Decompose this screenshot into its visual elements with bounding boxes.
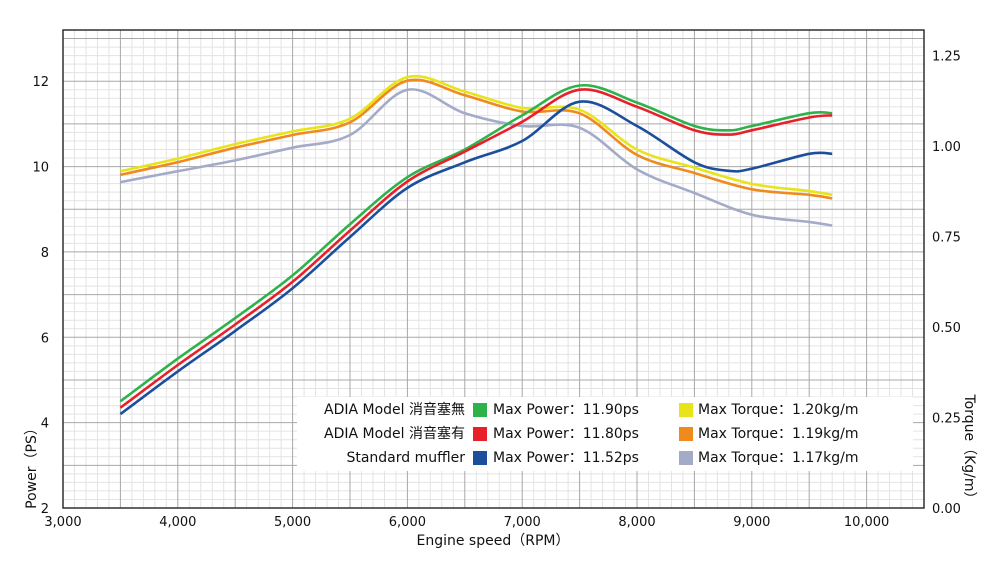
torque-series-line-1 [120, 78, 833, 200]
legend-torque-swatch [679, 403, 693, 417]
y-left-tick-label: 6 [41, 331, 49, 346]
power-series-line-1 [119, 88, 833, 409]
legend-row: ADIA Model 消音塞有 Max Power：11.80ps Max To… [297, 423, 913, 445]
power-lines [119, 84, 833, 416]
x-tick-label: 3,000 [44, 515, 81, 530]
x-tick-label: 4,000 [159, 515, 196, 530]
x-tick-labels: 3,000 4,000 5,000 6,000 7,000 8,000 9,000 10,00… [44, 515, 889, 530]
y-left-tick-label: 10 [32, 161, 49, 176]
torque-series-line-0 [120, 74, 833, 197]
y-left-tick-labels: 2 4 6 8 10 12 [32, 75, 49, 517]
legend-torque-swatch [679, 451, 693, 465]
legend-torque-swatch [679, 427, 693, 441]
legend: ADIA Model 消音塞無 Max Power：11.90ps Max To… [297, 397, 913, 471]
y-left-axis-label: Power（PS） [24, 421, 40, 509]
x-tick-label: 8,000 [618, 515, 655, 530]
legend-row: Standard muffler Max Power：11.52ps Max T… [297, 447, 913, 469]
y-right-tick-label: 0.75 [932, 230, 961, 245]
torque-lines [120, 74, 833, 227]
y-left-tick-label: 2 [41, 502, 49, 517]
y-left-tick-label: 12 [32, 75, 49, 90]
legend-row: ADIA Model 消音塞無 Max Power：11.90ps Max To… [297, 399, 913, 421]
y-right-tick-label: 0.00 [932, 502, 961, 517]
legend-torque-text: Max Torque：1.17kg/m [698, 450, 859, 466]
y-right-tick-label: 0.25 [932, 411, 961, 426]
y-right-tick-labels: 0.00 0.25 0.50 0.75 1.00 1.25 [932, 49, 961, 517]
y-right-tick-label: 0.50 [932, 321, 961, 336]
x-tick-label: 10,000 [844, 515, 890, 530]
x-tick-label: 5,000 [274, 515, 311, 530]
y-right-tick-label: 1.00 [932, 140, 961, 155]
legend-torque-text: Max Torque：1.20kg/m [698, 402, 859, 418]
x-axis-label: Engine speed（RPM） [417, 533, 570, 549]
legend-series-name: ADIA Model 消音塞無 [324, 402, 465, 418]
legend-series-name: ADIA Model 消音塞有 [324, 426, 465, 442]
plot-frame [62, 29, 925, 509]
y-left-tick-label: 4 [41, 417, 49, 432]
y-right-tick-label: 1.25 [932, 49, 961, 64]
legend-power-swatch [473, 427, 487, 441]
torque-series-line-2 [120, 88, 833, 227]
legend-power-text: Max Power：11.52ps [493, 450, 639, 466]
y-left-tick-label: 8 [41, 246, 49, 261]
x-tick-label: 9,000 [733, 515, 770, 530]
legend-power-text: Max Power：11.90ps [493, 402, 639, 418]
legend-torque-text: Max Torque：1.19kg/m [698, 426, 859, 442]
power-series-line-2 [119, 100, 833, 416]
legend-power-swatch [473, 403, 487, 417]
legend-power-text: Max Power：11.80ps [493, 426, 639, 442]
legend-series-name: Standard muffler [346, 450, 465, 466]
legend-power-swatch [473, 451, 487, 465]
y-right-axis-label: Torque（Kg/m） [961, 393, 977, 505]
power-series-line-0 [119, 84, 833, 403]
x-tick-label: 6,000 [389, 515, 426, 530]
x-tick-label: 7,000 [504, 515, 541, 530]
